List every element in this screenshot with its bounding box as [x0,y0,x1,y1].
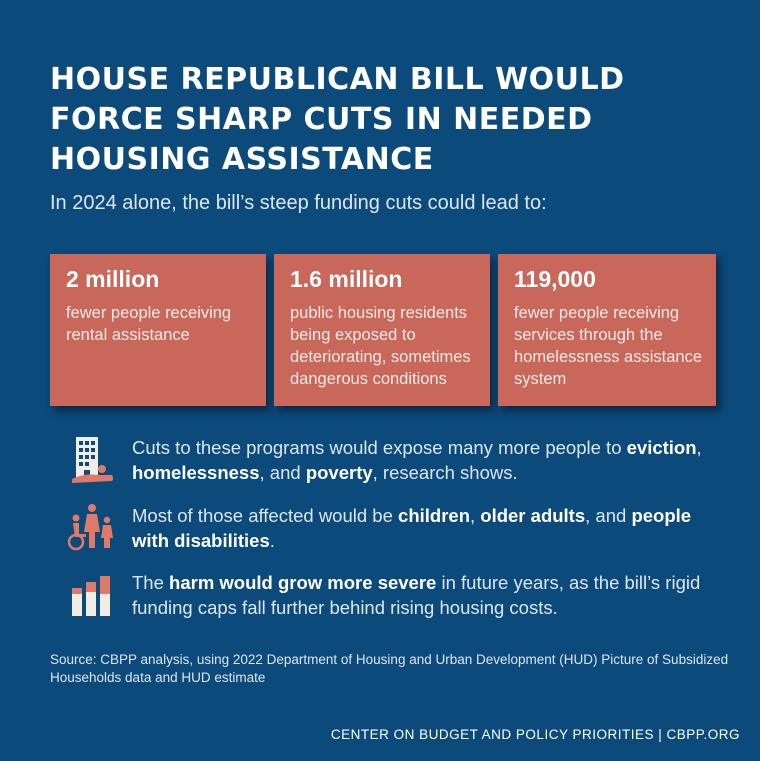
stat-description: fewer people receiving services through … [514,304,703,388]
stat-card-homelessness: 119,000 fewer people receiving services … [498,254,716,406]
footer-credit: CENTER ON BUDGET AND POLICY PRIORITIES |… [330,727,740,742]
bullet-text: , research shows. [372,462,518,483]
bullet-affected-groups: Most of those affected would be children… [132,503,732,553]
source-note: Source: CBPP analysis, using 2022 Depart… [50,652,729,685]
highlight-disabilities: people with disabilities [132,505,692,551]
bullet-text: in future years, as the bill’s rigid fun… [132,572,701,618]
building-eviction-icon [68,435,116,492]
bullet-eviction: Cuts to these programs would expose many… [132,435,732,485]
highlight-children: children [398,505,470,526]
stat-card-public-housing: 1.6 million public housing residents bei… [274,254,490,406]
bullet-text: , [696,437,702,458]
family-disability-icon [66,502,120,557]
bullet-text: , and [259,462,306,483]
stat-card-rental-assistance: 2 million fewer people receiving rental … [50,254,266,406]
stat-number: 1.6 million [290,266,403,292]
bar-chart-icon [70,574,114,621]
stat-description: fewer people receiving rental assistance [66,304,232,344]
stat-number: 2 million [66,266,160,292]
bullet-text: . [269,530,275,551]
bullet-text: Cuts to these programs would expose many… [132,437,627,458]
stat-description: public housing residents being exposed t… [290,304,471,388]
bullet-text: , and [585,505,632,526]
bullet-text: Most of those affected would be [132,505,399,526]
highlight-older-adults: older adults [480,505,586,526]
highlight-homelessness: homelessness [132,462,260,483]
bullet-text: , [470,505,481,526]
page-title: HOUSE REPUBLICAN BILL WOULD FORCE SHARP … [50,62,625,177]
highlight-poverty: poverty [305,462,373,483]
bullet-future-harm: The harm would grow more severe in futur… [132,570,732,620]
highlight-eviction: eviction [626,437,697,458]
highlight-harm: harm would grow more severe [169,572,437,593]
bullet-text: The [132,572,170,593]
stat-number: 119,000 [514,266,596,292]
subtitle: In 2024 alone, the bill’s steep funding … [50,192,547,214]
